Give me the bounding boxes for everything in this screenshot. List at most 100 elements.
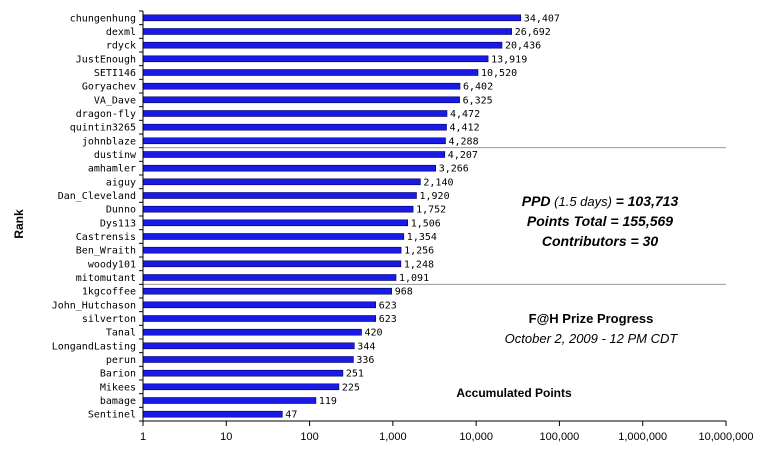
value-label: 4,412: [450, 123, 480, 134]
bar: [142, 69, 479, 76]
chart-caption: Accumulated Points: [456, 386, 572, 400]
value-label: 4,288: [449, 136, 479, 147]
bar: [142, 151, 446, 158]
bar: [142, 14, 522, 22]
bar: [142, 82, 461, 90]
value-label: 13,919: [491, 54, 527, 65]
category-label: LongandLasting: [52, 341, 136, 352]
value-label: 336: [356, 355, 374, 366]
category-label: Castrensis: [76, 232, 136, 243]
bar: [142, 274, 397, 281]
category-label: dexml: [106, 27, 136, 38]
bar: [142, 369, 344, 377]
x-tick-labels: 1 10 100 1,000 10,000 100,000 1,000,000 10,000,…: [140, 431, 754, 443]
x-tick-label: 100: [300, 431, 318, 443]
x-tick-label: 1,000,000: [618, 431, 667, 443]
value-label: 1,256: [404, 246, 434, 257]
category-label: Sentinel: [88, 410, 136, 421]
value-label: 1,920: [420, 191, 450, 202]
category-label: bamage: [100, 396, 136, 407]
value-label: 251: [346, 369, 364, 380]
category-label: amhamler: [88, 164, 136, 175]
bar: [142, 178, 421, 186]
chart-date: October 2, 2009 - 12 PM CDT: [505, 331, 679, 346]
contributors-annotation: Contributors = 30: [542, 233, 659, 249]
category-label: John_Hutchason: [52, 300, 136, 311]
category-label: Dunno: [106, 205, 136, 216]
category-label: perun: [106, 355, 136, 366]
category-label: Dys113: [100, 218, 136, 229]
bar: [142, 397, 317, 404]
ppd-label: PPD: [522, 193, 551, 209]
value-label: 1,506: [411, 218, 441, 229]
value-label: 20,436: [505, 41, 541, 52]
value-label: 47: [285, 410, 297, 421]
x-tick-label: 10,000,000: [698, 431, 753, 443]
value-label: 1,248: [404, 259, 434, 270]
category-label: Mikees: [100, 382, 136, 393]
category-label: dragon-fly: [76, 109, 136, 120]
bar: [142, 301, 376, 309]
category-label: quintin3265: [70, 123, 136, 134]
category-label: Barion: [100, 369, 136, 380]
bar: [142, 287, 392, 295]
category-label: woody101: [88, 259, 136, 270]
bar: [142, 260, 402, 268]
grid-lines: [143, 147, 726, 285]
bar: [142, 28, 513, 35]
category-label: VA_Dave: [94, 95, 136, 106]
value-label: 2,140: [423, 177, 453, 188]
value-label: 225: [342, 382, 360, 393]
category-label: SETI146: [94, 68, 136, 79]
ppd-annotation: PPD (1.5 days) = 103,713: [522, 193, 679, 209]
ppd-detail: (1.5 days): [551, 194, 616, 209]
bar: [142, 55, 489, 63]
value-label: 3,266: [439, 164, 469, 175]
value-labels: 34,407 26,692 20,436 13,919 10,520 6,402 6,325…: [285, 13, 560, 420]
value-label: 6,325: [463, 95, 493, 106]
category-label: silverton: [82, 314, 136, 325]
value-label: 1,752: [416, 205, 446, 216]
bar: [142, 110, 448, 117]
category-label: chungenhung: [70, 13, 136, 24]
value-label: 1,091: [399, 273, 429, 284]
points-total-annotation: Points Total = 155,569: [527, 213, 673, 229]
value-label: 34,407: [524, 13, 560, 24]
category-label: Ben_Wraith: [76, 246, 136, 257]
ppd-value: = 103,713: [616, 193, 679, 209]
bar: [142, 410, 283, 418]
bar: [142, 383, 340, 391]
x-tick-label: 1,000: [379, 431, 407, 443]
bar: [142, 342, 355, 350]
bar: [142, 219, 409, 227]
bar: [142, 233, 405, 240]
bar: [142, 96, 460, 104]
value-label: 1,354: [407, 232, 437, 243]
value-label: 344: [357, 341, 375, 352]
bar: [142, 192, 417, 199]
chart-title: F@H Prize Progress: [529, 311, 654, 326]
value-label: 26,692: [515, 27, 551, 38]
bar: [142, 328, 362, 336]
category-label: JustEnough: [76, 54, 136, 65]
axes: [139, 10, 727, 426]
bar: [142, 205, 414, 213]
category-label: mitomutant: [76, 273, 136, 284]
value-label: 4,472: [450, 109, 480, 120]
value-label: 6,402: [463, 82, 493, 93]
category-label: Dan_Cleveland: [58, 191, 136, 202]
bar: [142, 356, 354, 363]
bars: [142, 14, 522, 418]
value-label: 4,207: [448, 150, 478, 161]
bar: [142, 123, 447, 131]
category-labels: chungenhung dexml rdyck JustEnough SETI146 Go…: [52, 13, 137, 420]
category-label: dustinw: [94, 150, 137, 161]
bar: [142, 164, 437, 172]
category-label: 1kgcoffee: [82, 287, 136, 298]
value-label: 420: [365, 328, 383, 339]
value-label: 623: [379, 300, 397, 311]
value-label: 119: [319, 396, 337, 407]
x-tick-label: 10: [220, 431, 232, 443]
category-label: johnblaze: [82, 136, 136, 147]
